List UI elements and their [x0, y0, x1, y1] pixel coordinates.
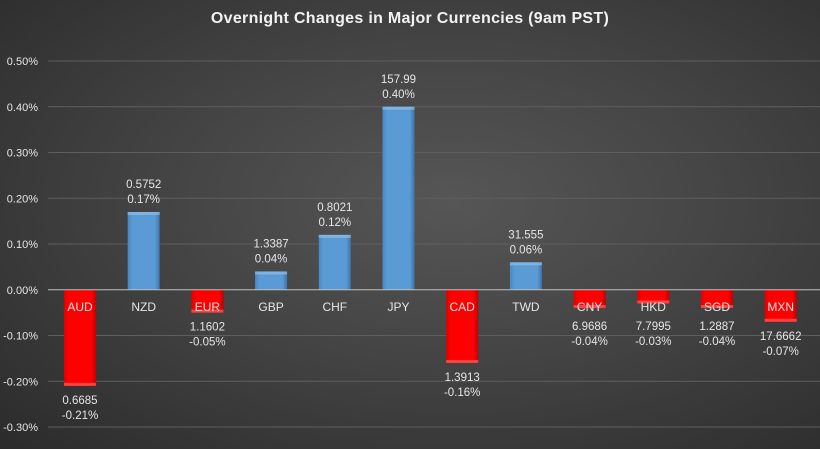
pct-label: 0.17%	[127, 194, 160, 206]
y-tick-label: 0.30%	[7, 148, 38, 160]
y-tick-label: 0.50%	[7, 56, 38, 68]
category-label: EUR	[195, 300, 221, 314]
bar-bevel	[701, 305, 733, 309]
bar-jpy	[382, 106, 415, 290]
rate-label: 0.8021	[317, 202, 352, 214]
rate-label: 1.1602	[190, 322, 225, 334]
bar-chf	[318, 234, 351, 290]
category-label: GBP	[258, 300, 283, 314]
y-tick-label: 0.10%	[7, 239, 38, 251]
category-label: CNY	[577, 300, 602, 314]
category-label: TWD	[512, 300, 540, 314]
bar-gbp	[255, 271, 288, 290]
pct-label: -0.04%	[571, 336, 607, 348]
rate-label: 6.9686	[572, 321, 607, 333]
bar-mxn	[764, 289, 797, 322]
pct-label: -0.16%	[444, 387, 480, 399]
bar-cny	[573, 289, 606, 309]
pct-label: 0.04%	[255, 253, 288, 265]
pct-label: -0.05%	[189, 337, 225, 349]
bar-hkd	[637, 289, 670, 304]
category-label: JPY	[387, 300, 409, 314]
bar-bevel	[573, 305, 606, 309]
bar-bevel	[255, 271, 288, 275]
rate-label: 7.7995	[636, 321, 671, 333]
category-label: CAD	[450, 300, 476, 314]
bar-bevel	[318, 234, 351, 238]
y-tick-label: 0.00%	[7, 285, 38, 297]
y-tick-label: 0.20%	[7, 193, 38, 205]
category-label: MXN	[767, 300, 794, 314]
bar-bevel	[191, 309, 224, 313]
pct-label: -0.04%	[699, 336, 735, 348]
bar-bevel	[637, 300, 670, 304]
category-label: NZD	[131, 300, 156, 314]
pct-label: -0.07%	[762, 346, 798, 358]
y-tick-label: 0.40%	[7, 102, 38, 114]
rate-label: 1.3913	[445, 372, 480, 384]
bar-cad	[446, 289, 479, 363]
y-tick-label: -0.20%	[3, 376, 38, 388]
bar-bevel	[127, 211, 160, 215]
bar-sgd	[701, 289, 733, 309]
pct-label: -0.21%	[62, 410, 98, 422]
pct-label: 0.12%	[318, 217, 351, 229]
bar-aud	[64, 289, 96, 386]
bar-nzd	[127, 211, 160, 290]
pct-label: -0.03%	[635, 336, 671, 348]
category-label: CHF	[322, 300, 347, 314]
chart-title: Overnight Changes in Major Currencies (9…	[210, 10, 610, 27]
y-tick-label: -0.10%	[3, 331, 38, 343]
category-label: AUD	[67, 300, 93, 314]
rate-label: 1.3387	[254, 238, 289, 250]
pct-label: 0.06%	[510, 244, 543, 256]
bar-twd	[509, 262, 542, 290]
bar-eur	[191, 289, 224, 313]
rate-label: 0.6685	[62, 395, 97, 407]
rate-label: 157.99	[381, 74, 416, 86]
bar-bevel	[382, 106, 415, 110]
bar-bevel	[764, 318, 797, 322]
rate-label: 1.2887	[699, 321, 734, 333]
bar-bevel	[64, 382, 96, 386]
rate-label: 0.5752	[126, 179, 161, 191]
category-label: HKD	[641, 300, 667, 314]
y-tick-label: -0.30%	[3, 422, 38, 434]
bar-bevel	[509, 262, 542, 266]
rate-label: 31.555	[508, 229, 543, 241]
rate-label: 17.6662	[760, 331, 802, 343]
bar-bevel	[446, 359, 479, 363]
pct-label: 0.40%	[382, 89, 415, 101]
category-label: SGD	[704, 300, 730, 314]
